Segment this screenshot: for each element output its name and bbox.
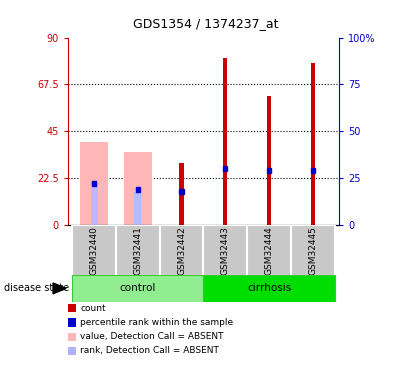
- Bar: [124, 152, 152, 225]
- Bar: [267, 168, 271, 174]
- Bar: [72, 275, 203, 302]
- Text: GSM32442: GSM32442: [177, 226, 186, 274]
- Bar: [311, 63, 315, 225]
- Text: GSM32440: GSM32440: [90, 226, 99, 275]
- Bar: [180, 189, 184, 194]
- Text: GSM32445: GSM32445: [308, 226, 317, 275]
- Bar: [134, 192, 141, 225]
- Text: GDS1354 / 1374237_at: GDS1354 / 1374237_at: [133, 17, 278, 30]
- Text: GSM32444: GSM32444: [265, 226, 274, 274]
- Text: count: count: [80, 304, 106, 313]
- Bar: [116, 225, 160, 276]
- Polygon shape: [53, 283, 66, 294]
- Text: control: control: [120, 284, 156, 293]
- Bar: [223, 58, 227, 225]
- Bar: [311, 168, 315, 174]
- Bar: [160, 225, 203, 276]
- Text: cirrhosis: cirrhosis: [247, 284, 291, 293]
- Text: value, Detection Call = ABSENT: value, Detection Call = ABSENT: [80, 332, 224, 341]
- Text: GSM32443: GSM32443: [221, 226, 230, 275]
- Bar: [203, 275, 335, 302]
- Bar: [267, 96, 271, 225]
- Bar: [223, 166, 227, 171]
- Bar: [247, 225, 291, 276]
- Bar: [92, 181, 96, 186]
- Bar: [180, 162, 184, 225]
- Bar: [90, 183, 97, 225]
- Bar: [203, 225, 247, 276]
- Bar: [291, 225, 335, 276]
- Bar: [136, 187, 140, 192]
- Text: rank, Detection Call = ABSENT: rank, Detection Call = ABSENT: [80, 346, 219, 355]
- Text: percentile rank within the sample: percentile rank within the sample: [80, 318, 233, 327]
- Text: GSM32441: GSM32441: [133, 226, 142, 275]
- Text: disease state: disease state: [4, 284, 69, 293]
- Bar: [72, 225, 116, 276]
- Bar: [80, 142, 108, 225]
